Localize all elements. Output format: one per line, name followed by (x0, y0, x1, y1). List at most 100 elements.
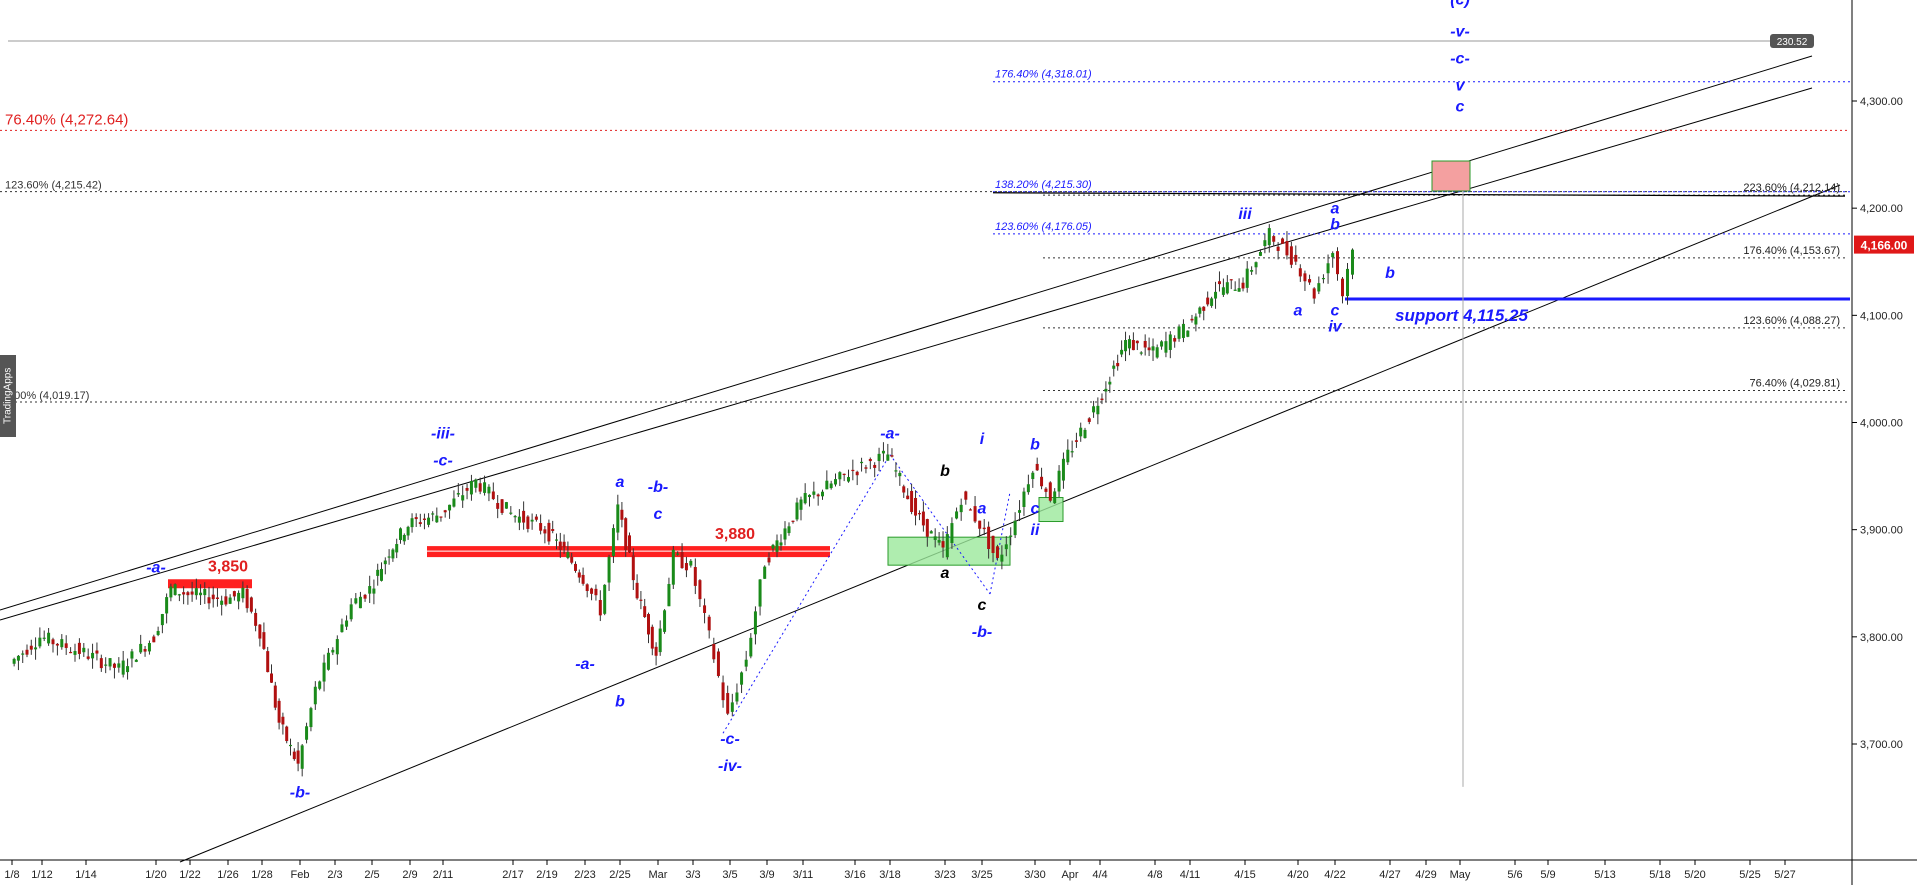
candle-body (829, 483, 833, 489)
candle-body (795, 502, 799, 520)
candle-body (16, 655, 20, 661)
candle-body (570, 556, 574, 563)
wave-label: -v- (1450, 24, 1470, 41)
candle-body (277, 700, 281, 723)
resistance-label-3880: 3,880 (715, 526, 755, 543)
candle-body (289, 744, 292, 747)
candle-body (1083, 429, 1087, 439)
left-fib-label: 123.60% (4,215.42) (5, 180, 102, 192)
wave-label: -b- (648, 479, 668, 496)
green-zone-ii (1038, 497, 1064, 523)
candle-body (740, 672, 744, 685)
candle-body (995, 546, 999, 559)
candle-body (749, 637, 753, 657)
candle-body (707, 616, 711, 631)
candle-body (689, 560, 693, 566)
candle-body (358, 596, 362, 609)
candle-body (847, 477, 850, 482)
candle-body (1116, 362, 1120, 367)
candle-body (855, 471, 859, 476)
candle-body (439, 516, 443, 518)
candle-body (1308, 279, 1312, 283)
candle-body (487, 486, 491, 494)
candle-body (987, 526, 991, 549)
candle-body (1173, 338, 1177, 342)
candle-body (914, 497, 918, 516)
candle-body (1035, 463, 1039, 471)
candle-body (991, 535, 995, 554)
candle-body (530, 519, 534, 522)
candle-body (1312, 288, 1316, 299)
candle-body (1160, 341, 1164, 347)
candle-body (51, 639, 55, 645)
wave-label: -c- (720, 731, 740, 748)
wave-label: iii (1238, 206, 1252, 223)
candle-body (1022, 491, 1026, 507)
candle-body (500, 499, 504, 513)
candle-body (703, 605, 707, 613)
candle-body (1194, 316, 1198, 325)
watermark-tradingapps: TradingApps (0, 355, 16, 437)
candle-body (1155, 347, 1159, 358)
candle-body (245, 589, 249, 609)
candle-body (873, 464, 877, 468)
wave-label: b (940, 463, 950, 480)
candle-body (1147, 347, 1151, 351)
candle-body (1217, 281, 1221, 285)
candle-body (25, 649, 29, 655)
candle-body (968, 509, 972, 511)
x-tick-label: 3/23 (934, 869, 955, 881)
candle-body (1087, 418, 1091, 422)
candle-body (95, 650, 99, 654)
candle-body (881, 450, 885, 454)
candle-body (73, 651, 77, 655)
candle-body (585, 584, 589, 592)
candle-body (1210, 298, 1214, 306)
candle-body (910, 490, 914, 512)
wave-label: ii (1031, 522, 1040, 539)
candle-body (562, 541, 566, 548)
candle-body (1013, 520, 1017, 536)
candle-body (414, 517, 418, 520)
candle-body (1331, 253, 1335, 258)
x-tick-label: 1/26 (217, 869, 238, 881)
candle-body (712, 643, 716, 660)
candle-body (787, 526, 791, 534)
candle-body (791, 520, 795, 522)
candle-body (978, 520, 982, 529)
black-fib-label: 123.60% (4,088.27) (1743, 315, 1840, 327)
candle-body (42, 637, 46, 639)
candle-body (380, 568, 383, 581)
candle-body (104, 664, 108, 666)
x-tick-label: 5/27 (1774, 869, 1795, 881)
candle-body (1040, 476, 1044, 487)
candle-body (349, 604, 353, 620)
candle-body (864, 467, 868, 469)
candle-body (680, 552, 684, 569)
wave-connector (722, 454, 891, 734)
candle-body (254, 612, 258, 626)
wave-label: c (1331, 302, 1340, 319)
candle-body (763, 566, 767, 579)
candle-body (1120, 349, 1124, 355)
candle-body (941, 541, 945, 548)
x-tick-label: Apr (1061, 869, 1078, 881)
x-tick-label: Feb (291, 869, 310, 881)
x-tick-label: 2/9 (402, 869, 417, 881)
candle-body (1164, 341, 1168, 353)
candle-body (237, 592, 241, 602)
candle-body (1092, 406, 1096, 413)
candle-body (955, 511, 959, 519)
plot-area (0, 0, 1850, 860)
x-tick-label: 2/11 (433, 869, 454, 881)
x-tick-label: 4/11 (1180, 869, 1201, 881)
candle-body (461, 495, 465, 501)
candle-body (99, 658, 103, 669)
wave-label: a (941, 565, 950, 582)
candle-body (152, 636, 156, 643)
candle-body (1202, 306, 1206, 311)
candle-body (262, 632, 266, 649)
x-tick-label: 2/17 (502, 869, 523, 881)
candle-body (838, 472, 842, 480)
candle-body (427, 517, 431, 525)
